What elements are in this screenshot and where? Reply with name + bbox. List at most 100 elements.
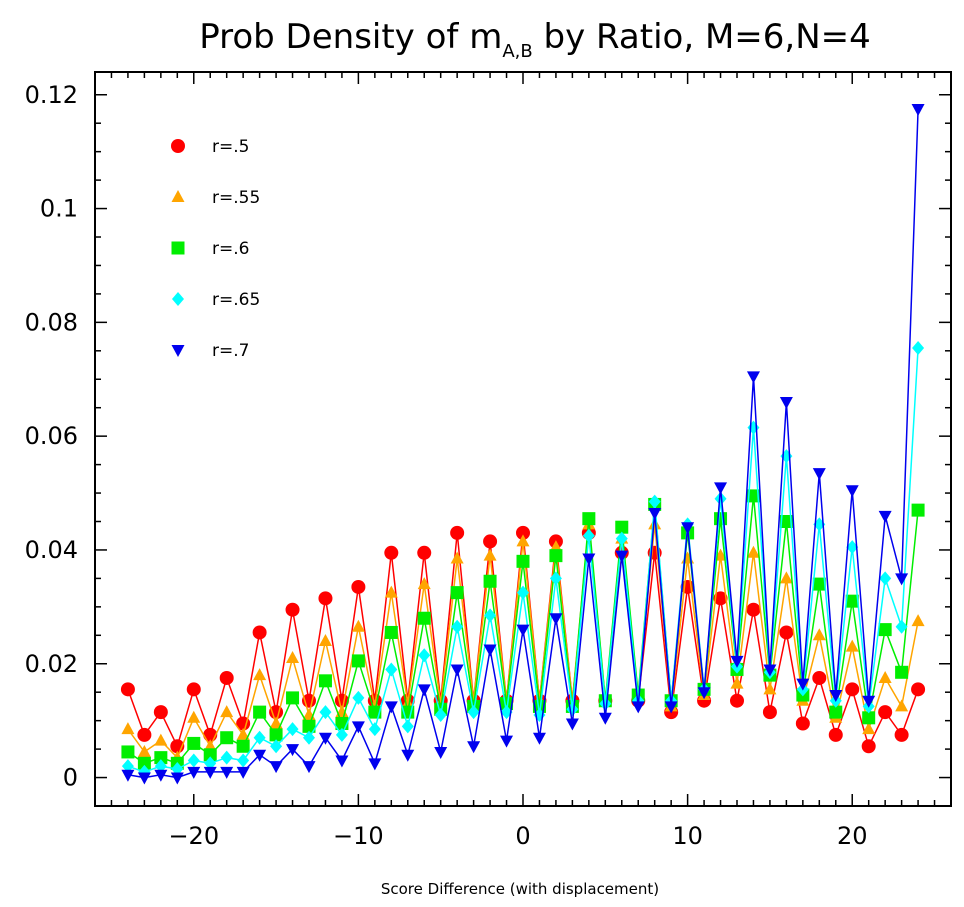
data-point (895, 665, 909, 679)
data-point (351, 654, 365, 668)
data-point (779, 515, 793, 529)
data-point (318, 591, 333, 606)
data-point (911, 614, 925, 627)
data-point (746, 371, 760, 384)
data-point (779, 397, 793, 410)
series-5 (121, 103, 925, 785)
data-point (500, 735, 514, 748)
data-point (845, 485, 859, 498)
legend-marker (171, 139, 185, 153)
data-point (879, 571, 892, 586)
data-point (417, 545, 432, 560)
data-point (286, 722, 299, 737)
data-point (516, 624, 530, 637)
data-point (351, 579, 366, 594)
legend-label: r=.6 (212, 239, 249, 259)
x-tick-label: −10 (333, 822, 384, 850)
x-tick-label: 20 (837, 822, 868, 850)
data-point (318, 633, 332, 646)
data-point (714, 482, 728, 495)
legend-item: r=.6 (171, 239, 249, 259)
data-point (878, 705, 893, 720)
data-point (187, 766, 201, 779)
data-point (664, 701, 678, 714)
data-point (615, 531, 628, 546)
data-point (894, 727, 909, 742)
legend-label: r=.5 (212, 137, 249, 157)
legend-marker (172, 292, 184, 306)
data-point (895, 699, 909, 712)
data-point (746, 489, 760, 503)
data-point (352, 690, 365, 705)
data-point (648, 494, 661, 509)
data-point (237, 753, 250, 768)
y-tick-label: 0.04 (25, 536, 78, 564)
data-point (746, 545, 760, 558)
data-point (418, 648, 431, 663)
data-point (730, 693, 744, 708)
data-point (434, 746, 448, 759)
data-point (795, 716, 810, 731)
x-tick-label: −20 (168, 822, 219, 850)
data-point (648, 507, 662, 520)
data-point (302, 761, 316, 774)
data-point (384, 545, 399, 560)
data-point (187, 710, 201, 723)
data-point (450, 525, 465, 540)
legend-marker (171, 190, 185, 202)
data-point (335, 755, 349, 768)
data-point (368, 758, 382, 771)
data-point (812, 628, 826, 641)
data-point (153, 705, 168, 720)
data-point (532, 732, 546, 745)
data-point (516, 554, 530, 568)
data-point (549, 540, 563, 553)
legend-item: r=.65 (172, 290, 260, 310)
data-point (730, 655, 744, 668)
data-point (878, 510, 892, 523)
y-tick-label: 0 (63, 764, 78, 792)
data-point (187, 753, 200, 768)
x-tick-label: 0 (515, 822, 530, 850)
data-point (484, 608, 497, 623)
data-point (236, 739, 250, 753)
chart-title: Prob Density of mA,B by Ratio, M=6,N=4 (199, 17, 871, 62)
data-point (829, 690, 843, 703)
data-point (204, 756, 217, 771)
data-point (861, 739, 876, 754)
data-point (154, 751, 168, 765)
data-point (450, 551, 464, 564)
data-point (417, 611, 431, 625)
data-point (417, 577, 431, 590)
data-point (120, 682, 135, 697)
data-point (384, 701, 398, 714)
data-point (450, 664, 464, 677)
data-point (451, 619, 464, 634)
data-point (549, 549, 563, 563)
data-point (154, 759, 167, 774)
data-point (220, 766, 234, 779)
data-point (220, 750, 233, 765)
data-point (270, 739, 283, 754)
data-point (895, 619, 908, 634)
data-point (746, 602, 761, 617)
data-point (137, 772, 151, 785)
data-point (121, 769, 135, 782)
y-tick-label: 0.12 (25, 81, 78, 109)
data-point (137, 744, 151, 757)
data-point (681, 522, 695, 535)
data-point (730, 676, 744, 689)
data-point (467, 705, 480, 720)
data-point (253, 749, 267, 762)
data-point (828, 727, 843, 742)
data-point (220, 731, 234, 745)
data-point (121, 722, 135, 735)
legend: r=.5 r=.55 r=.6 r=.65 r=.7 (171, 137, 260, 361)
series-layer (120, 103, 926, 785)
data-point (846, 540, 859, 555)
data-point (252, 625, 267, 640)
data-point (385, 662, 398, 677)
data-point (450, 586, 464, 600)
data-point (911, 682, 926, 697)
